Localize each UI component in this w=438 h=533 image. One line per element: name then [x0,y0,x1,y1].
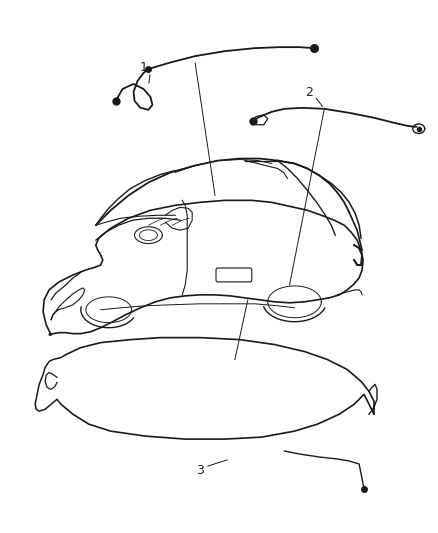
Text: 1: 1 [140,61,148,74]
Text: 2: 2 [305,86,313,100]
Text: 3: 3 [196,464,204,478]
